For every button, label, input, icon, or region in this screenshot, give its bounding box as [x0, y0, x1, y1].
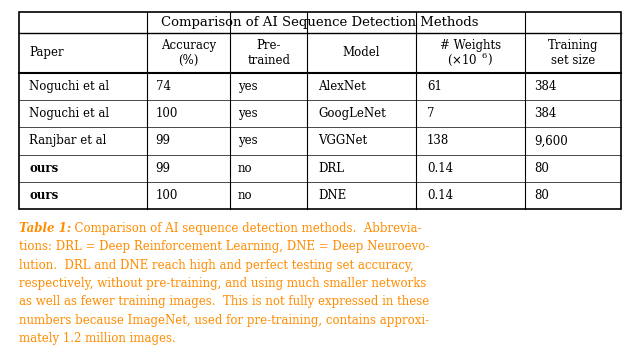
- Text: ours: ours: [29, 189, 59, 202]
- Text: no: no: [238, 162, 253, 175]
- Text: trained: trained: [247, 54, 291, 67]
- Text: Table 1:: Table 1:: [19, 222, 71, 235]
- Text: Paper: Paper: [29, 46, 64, 59]
- Text: Pre-: Pre-: [257, 39, 281, 52]
- Text: 80: 80: [534, 189, 549, 202]
- Text: DRL: DRL: [318, 162, 344, 175]
- Text: Comparison of AI Sequence Detection Methods: Comparison of AI Sequence Detection Meth…: [161, 16, 479, 29]
- Text: 100: 100: [156, 107, 178, 120]
- Text: 9,600: 9,600: [534, 134, 568, 147]
- Text: lution.  DRL and DNE reach high and perfect testing set accuracy,: lution. DRL and DNE reach high and perfe…: [19, 259, 414, 272]
- Text: 99: 99: [156, 134, 170, 147]
- Text: (%): (%): [179, 54, 199, 67]
- Text: ($\times$10: ($\times$10: [447, 53, 478, 68]
- Text: Ranjbar et al: Ranjbar et al: [29, 134, 107, 147]
- Text: 6: 6: [482, 52, 487, 61]
- Text: 384: 384: [534, 80, 557, 93]
- Text: 0.14: 0.14: [427, 189, 453, 202]
- Text: 99: 99: [156, 162, 170, 175]
- Text: Noguchi et al: Noguchi et al: [29, 107, 109, 120]
- Text: set size: set size: [550, 54, 595, 67]
- Bar: [19, 12, 621, 209]
- Text: DNE: DNE: [318, 189, 346, 202]
- Text: 61: 61: [427, 80, 442, 93]
- Text: yes: yes: [238, 80, 258, 93]
- Text: tions: DRL = Deep Reinforcement Learning, DNE = Deep Neuroevo-: tions: DRL = Deep Reinforcement Learning…: [19, 240, 429, 253]
- Text: Training: Training: [548, 39, 598, 52]
- Text: 80: 80: [534, 162, 549, 175]
- Text: 74: 74: [156, 80, 170, 93]
- Text: Accuracy: Accuracy: [161, 39, 216, 52]
- Text: respectively, without pre-training, and using much smaller networks: respectively, without pre-training, and …: [19, 277, 427, 290]
- Text: 384: 384: [534, 107, 557, 120]
- Text: numbers because ImageNet, used for pre-training, contains approxi-: numbers because ImageNet, used for pre-t…: [19, 314, 429, 327]
- Text: AlexNet: AlexNet: [318, 80, 366, 93]
- Text: ): ): [487, 54, 492, 67]
- Text: no: no: [238, 189, 253, 202]
- Text: GoogLeNet: GoogLeNet: [318, 107, 386, 120]
- Text: mately 1.2 million images.: mately 1.2 million images.: [19, 332, 176, 345]
- Text: as well as fewer training images.  This is not fully expressed in these: as well as fewer training images. This i…: [19, 295, 429, 308]
- Text: # Weights: # Weights: [440, 39, 501, 52]
- Text: yes: yes: [238, 134, 258, 147]
- Text: 7: 7: [427, 107, 435, 120]
- Text: 100: 100: [156, 189, 178, 202]
- Text: yes: yes: [238, 107, 258, 120]
- Text: Noguchi et al: Noguchi et al: [29, 80, 109, 93]
- Text: ours: ours: [29, 162, 59, 175]
- Text: 0.14: 0.14: [427, 162, 453, 175]
- Text: Model: Model: [343, 46, 380, 59]
- Text: VGGNet: VGGNet: [318, 134, 367, 147]
- Text: Comparison of AI sequence detection methods.  Abbrevia-: Comparison of AI sequence detection meth…: [67, 222, 421, 235]
- Text: 138: 138: [427, 134, 449, 147]
